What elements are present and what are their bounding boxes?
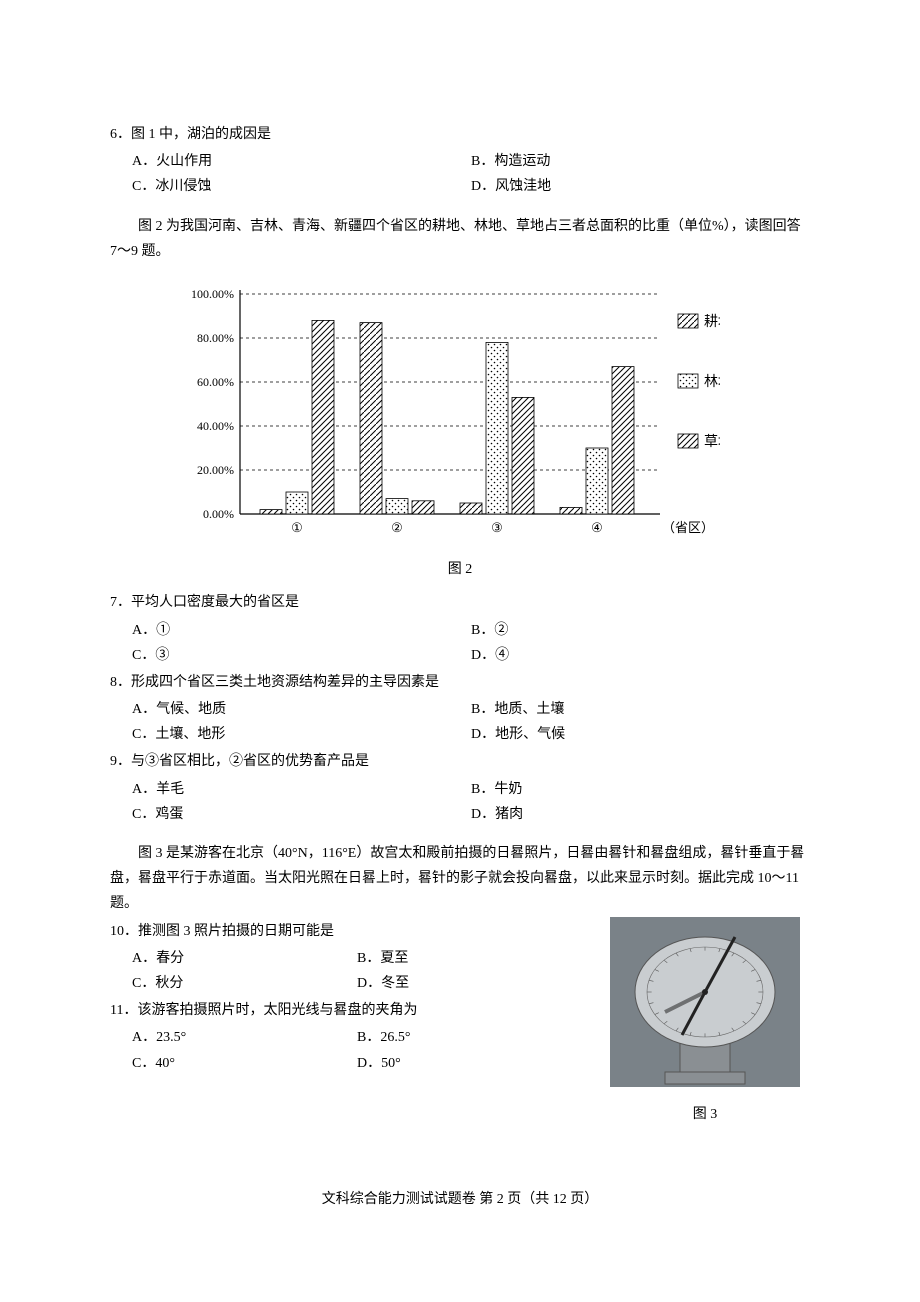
svg-text:②: ② [391, 520, 403, 535]
svg-text:林地: 林地 [704, 374, 720, 390]
q8-opt-c: C．土壤、地形 [132, 722, 471, 747]
q6-opt-b: B．构造运动 [471, 149, 810, 174]
q11-opt-d: D．50° [357, 1051, 582, 1076]
q7-opt-b: B．② [471, 618, 810, 643]
q7-opt-a: A．① [132, 618, 471, 643]
intro-fig2: 图 2 为我国河南、吉林、青海、新疆四个省区的耕地、林地、草地占三者总面积的比重… [110, 214, 810, 264]
svg-text:④: ④ [591, 520, 603, 535]
q8-stem: 8．形成四个省区三类土地资源结构差异的主导因素是 [110, 670, 810, 695]
q10-opt-b: B．夏至 [357, 946, 582, 971]
svg-text:80.00%: 80.00% [197, 331, 234, 345]
q7-stem: 7．平均人口密度最大的省区是 [110, 590, 810, 615]
q7-opt-c: C．③ [132, 643, 471, 668]
q10-opt-c: C．秋分 [132, 971, 357, 996]
svg-text:40.00%: 40.00% [197, 419, 234, 433]
q6-opt-a: A．火山作用 [132, 149, 471, 174]
svg-text:20.00%: 20.00% [197, 463, 234, 477]
q10-stem: 10．推测图 3 照片拍摄的日期可能是 [110, 919, 582, 944]
q9-stem: 9．与③省区相比，②省区的优势畜产品是 [110, 749, 810, 774]
svg-text:③: ③ [491, 520, 503, 535]
q9-opt-a: A．羊毛 [132, 777, 471, 802]
q11-stem: 11．该游客拍摄照片时，太阳光线与晷盘的夹角为 [110, 998, 582, 1023]
chart-figure-2: 0.00% 20.00% 40.00% 60.00% 80.00% 100.00% ① ② ③ ④… [160, 274, 760, 553]
q11-opt-a: A．23.5° [132, 1025, 357, 1050]
q8-opt-a: A．气候、地质 [132, 697, 471, 722]
fig3-caption: 图 3 [600, 1102, 810, 1127]
intro-fig3: 图 3 是某游客在北京（40°N，116°E）故宫太和殿前拍摄的日晷照片，日晷由… [110, 841, 810, 917]
q6-stem: 6．图 1 中，湖泊的成因是 [110, 122, 810, 147]
bar-chart-svg: 0.00% 20.00% 40.00% 60.00% 80.00% 100.00% ① ② ③ ④… [160, 274, 720, 544]
svg-text:0.00%: 0.00% [203, 507, 234, 521]
svg-text:100.00%: 100.00% [191, 287, 234, 301]
q9-opt-c: C．鸡蛋 [132, 802, 471, 827]
q10-opt-a: A．春分 [132, 946, 357, 971]
svg-text:（省区）: （省区） [662, 520, 714, 535]
svg-text:①: ① [291, 520, 303, 535]
q8-opt-d: D．地形、气候 [471, 722, 810, 747]
q11-opt-b: B．26.5° [357, 1025, 582, 1050]
q9-opt-d: D．猪肉 [471, 802, 810, 827]
q8-opt-b: B．地质、土壤 [471, 697, 810, 722]
q6-opt-d: D．风蚀洼地 [471, 174, 810, 199]
svg-text:耕地: 耕地 [704, 313, 720, 330]
sundial-figure-3: 图 3 [600, 917, 810, 1127]
q10-opt-d: D．冬至 [357, 971, 582, 996]
q7-opt-d: D．④ [471, 643, 810, 668]
sundial-svg [610, 917, 800, 1087]
svg-text:草地: 草地 [704, 434, 720, 450]
q11-opt-c: C．40° [132, 1051, 357, 1076]
q6-opt-c: C．冰川侵蚀 [132, 174, 471, 199]
q9-opt-b: B．牛奶 [471, 777, 810, 802]
page-footer: 文科综合能力测试试题卷 第 2 页（共 12 页） [110, 1187, 810, 1212]
fig2-caption: 图 2 [110, 557, 810, 582]
svg-text:60.00%: 60.00% [197, 375, 234, 389]
